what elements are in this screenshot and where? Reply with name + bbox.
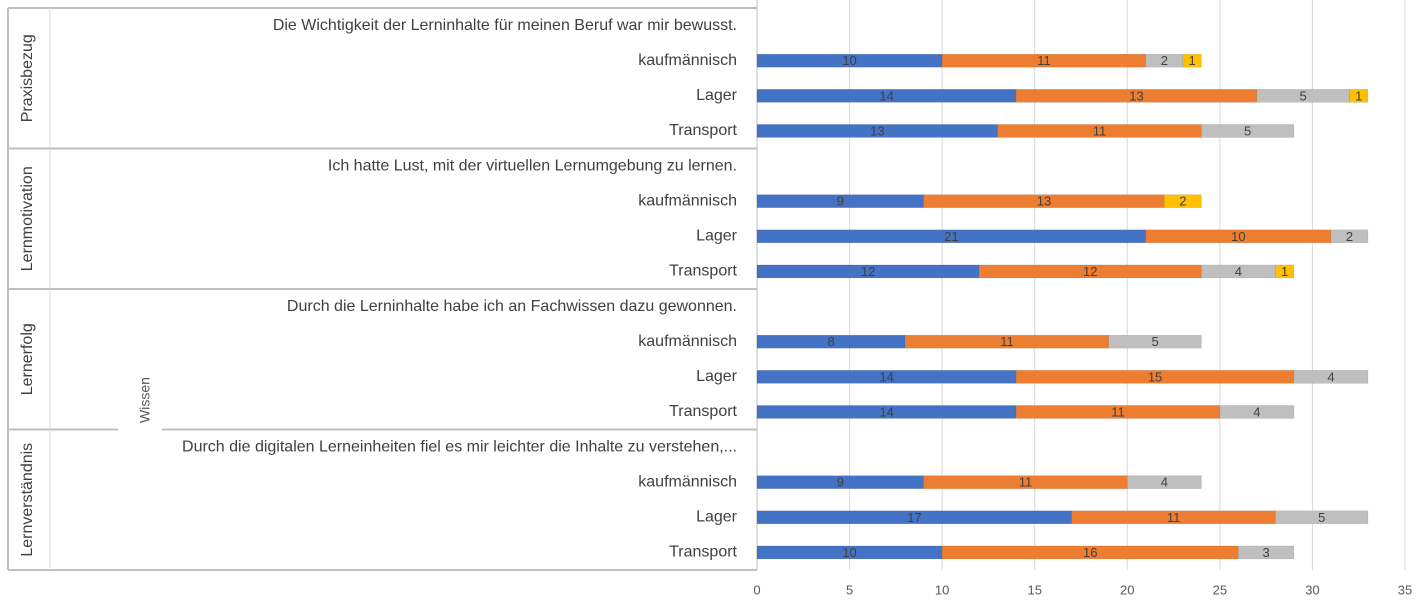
bar-segment [1182,53,1202,68]
category-label: kaufmännisch [638,52,737,69]
bar-segment [1238,545,1295,560]
bar-segment [1071,510,1276,525]
data-label: 11 [1111,404,1125,419]
data-label: 4 [1327,369,1334,384]
data-label: 12 [861,264,875,279]
category-label: Die Wichtigkeit der Lerninhalte für mein… [273,17,737,34]
bar-segment [756,545,943,560]
data-label: 11 [1167,510,1181,525]
data-label: 2 [1161,53,1168,68]
data-label: 11 [1019,475,1033,490]
x-tick-label: 10 [935,582,949,597]
category-label: Lager [696,87,738,104]
category-label: Lager [696,228,738,245]
x-tick-label: 15 [1027,582,1041,597]
data-label: 14 [879,88,893,103]
category-label: Transport [669,544,737,561]
data-label: 14 [879,404,893,419]
bar-segment [1127,475,1202,489]
data-label: 5 [1318,510,1325,525]
bars: 10 11 2 114 13 5 113 11 59 13 221 10 212 12 4 18 11 514 15… [756,53,1369,560]
category-label: Durch die digitalen Lerneinheiten fiel e… [182,438,737,455]
data-label: 11 [1093,123,1107,138]
x-tick-label: 35 [1398,582,1412,597]
bar-segment [1349,89,1369,103]
data-label: 2 [1179,194,1186,209]
data-label: 5 [1151,334,1158,349]
data-label: 14 [879,369,893,384]
data-label: 13 [1037,194,1051,209]
bar-segment [756,53,943,68]
data-label: 15 [1148,369,1162,384]
overlay-label: Wissen [137,377,153,423]
x-tick-label: 20 [1120,582,1134,597]
category-label: kaufmännisch [638,333,737,350]
data-label: 12 [1083,264,1097,279]
data-label: 4 [1161,475,1168,490]
group-label: Lernmotivation [19,166,36,271]
data-label: 8 [827,334,834,349]
group-label: Lernerfolg [19,323,36,395]
data-label: 17 [907,510,921,525]
data-label: 3 [1263,545,1270,560]
data-label: 11 [1037,53,1051,68]
data-label: 10 [842,545,856,560]
data-label: 1 [1355,88,1362,103]
data-label: 13 [870,123,884,138]
data-label: 4 [1253,404,1260,419]
x-tick-label: 5 [846,582,853,597]
data-label: 13 [1129,88,1143,103]
data-label: 1 [1188,53,1195,68]
data-label: 10 [1231,229,1245,244]
bar-segment [1293,370,1369,384]
overlay-box [118,372,162,462]
group-label: Lernverständnis [19,443,36,557]
data-label: 5 [1244,123,1251,138]
group-label: Praxisbezug [19,34,36,122]
data-label: 1 [1281,264,1288,279]
bar-segment [1330,229,1369,244]
category-label: Ich hatte Lust, mit der virtuellen Lernu… [328,157,737,174]
data-label: 21 [944,229,958,244]
data-label: 5 [1300,88,1307,103]
data-label: 2 [1346,229,1353,244]
data-label: 9 [837,475,844,490]
bar-segment [1219,405,1295,419]
data-label: 16 [1083,545,1097,560]
bar-segment [1275,264,1295,279]
x-tick-label: 0 [753,582,760,597]
category-label: Transport [669,403,737,420]
category-label: Durch die Lerninhalte habe ich an Fachwi… [287,298,737,315]
category-frame: Praxisbezug Lernmotivation Lernerfolg Lernv… [7,7,757,571]
data-label: 10 [842,53,856,68]
category-label: Lager [696,368,738,385]
bar-segment [1201,124,1295,138]
category-label: Lager [696,509,738,526]
bar-segment [756,194,924,208]
data-label: 9 [837,194,844,209]
data-label: 4 [1235,264,1242,279]
bar-segment [756,475,924,489]
x-tick-label: 25 [1213,582,1227,597]
category-label: kaufmännisch [638,473,737,490]
category-label: Transport [669,263,737,280]
category-label: Transport [669,122,737,139]
category-label: kaufmännisch [638,192,737,209]
bar-segment [904,334,1110,349]
data-label: 11 [1000,334,1014,349]
bar-segment [1108,334,1202,349]
x-tick-label: 30 [1305,582,1319,597]
bar-segment [1275,510,1369,525]
bar-segment [1164,194,1202,208]
